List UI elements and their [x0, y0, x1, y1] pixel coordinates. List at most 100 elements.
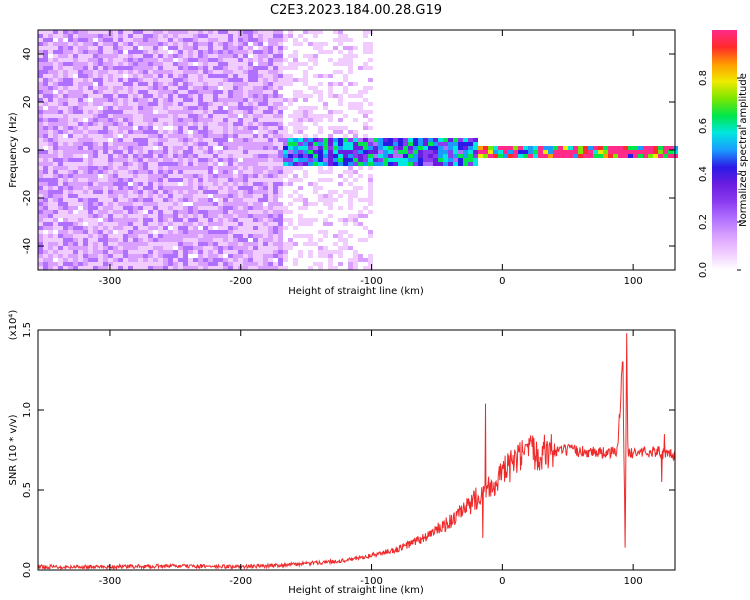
spectrogram-cell: [198, 114, 203, 118]
spectrogram-cell: [103, 190, 108, 194]
spectrogram-cell: [298, 218, 303, 222]
spectrogram-cell: [163, 102, 168, 106]
spectrogram-cell: [133, 250, 138, 254]
spectrogram-cell: [313, 150, 318, 154]
y-tick-label: -20: [22, 190, 33, 206]
spectrogram-cell: [243, 198, 248, 202]
spectrogram-cell: [238, 258, 243, 262]
spectrogram-cell: [63, 242, 68, 246]
spectrogram-cell: [173, 118, 178, 122]
spectrogram-cell: [248, 98, 253, 102]
spectrogram-cell: [343, 58, 348, 62]
spectrogram-cell: [348, 182, 353, 186]
spectrogram-cell: [298, 62, 303, 66]
spectrogram-cell: [343, 62, 348, 66]
spectrogram-cell: [333, 126, 338, 130]
spectrogram-cell: [273, 242, 278, 246]
spectrogram-cell: [193, 134, 198, 138]
spectrogram-cell: [248, 62, 253, 66]
spectrogram-cell: [38, 78, 43, 82]
spectrogram-cell: [38, 210, 43, 214]
spectrogram-cell: [248, 174, 253, 178]
spectrogram-cell: [133, 242, 138, 246]
spectrogram-cell: [258, 86, 263, 90]
spectrogram-cell: [193, 166, 198, 170]
spectrogram-cell: [73, 62, 78, 66]
spectrogram-cell: [278, 122, 283, 126]
spectrogram-cell: [338, 130, 343, 134]
spectrogram-cell: [368, 194, 373, 198]
spectrogram-cell: [58, 190, 63, 194]
spectrogram-cell: [198, 42, 203, 46]
spectrogram-cell: [93, 122, 98, 126]
spectrogram-cell: [68, 254, 73, 258]
spectrogram-cell: [133, 222, 138, 226]
spectrogram-cell: [268, 214, 273, 218]
spectrogram-cell: [288, 138, 293, 142]
spectrogram-cell: [233, 170, 238, 174]
spectrogram-cell: [48, 262, 53, 266]
spectrogram-cell: [508, 150, 513, 154]
spectrogram-cell: [43, 34, 48, 38]
spectrogram-cell: [103, 170, 108, 174]
spectrogram-cell: [53, 38, 58, 42]
spectrogram-cell: [178, 218, 183, 222]
spectrogram-cell: [58, 202, 63, 206]
spectrogram-cell: [273, 138, 278, 142]
spectrogram-cell: [543, 150, 548, 154]
spectrogram-cell: [203, 134, 208, 138]
spectrogram-cell: [73, 50, 78, 54]
spectrogram-cell: [243, 162, 248, 166]
spectrogram-cell: [218, 262, 223, 266]
spectrogram-cell: [348, 70, 353, 74]
spectrogram-cell: [143, 206, 148, 210]
spectrogram-cell: [213, 174, 218, 178]
spectrogram-cell: [93, 186, 98, 190]
spectrogram-cell: [83, 162, 88, 166]
spectrogram-cell: [228, 102, 233, 106]
spectrogram-cell: [553, 150, 558, 154]
spectrogram-cell: [78, 170, 83, 174]
spectrogram-cell: [413, 162, 418, 166]
spectrogram-cell: [403, 138, 408, 142]
spectrogram-cell: [303, 106, 308, 110]
spectrogram-cell: [588, 150, 593, 154]
spectrogram-cell: [368, 86, 373, 90]
spectrogram-cell: [138, 242, 143, 246]
spectrogram-cell: [68, 146, 73, 150]
spectrogram-cell: [138, 78, 143, 82]
spectrogram-cell: [198, 150, 203, 154]
spectrogram-cell: [193, 254, 198, 258]
spectrogram-cell: [288, 170, 293, 174]
spectrogram-cell: [263, 146, 268, 150]
spectrogram-cell: [128, 250, 133, 254]
spectrogram-cell: [223, 74, 228, 78]
spectrogram-cell: [273, 134, 278, 138]
spectrogram-cell: [483, 154, 488, 158]
spectrogram-cell: [263, 182, 268, 186]
spectrogram-cell: [118, 134, 123, 138]
spectrogram-cell: [253, 54, 258, 58]
spectrogram-cell: [248, 242, 253, 246]
spectrogram-cell: [363, 150, 368, 154]
spectrogram-cell: [258, 142, 263, 146]
spectrogram-cell: [353, 82, 358, 86]
spectrogram-cell: [293, 78, 298, 82]
spectrogram-cell: [163, 218, 168, 222]
spectrogram-cell: [153, 146, 158, 150]
spectrogram-cell: [118, 90, 123, 94]
spectrogram-cell: [108, 94, 113, 98]
spectrogram-cell: [283, 46, 288, 50]
spectrogram-cell: [83, 194, 88, 198]
spectrogram-cell: [48, 226, 53, 230]
spectrogram-cell: [98, 198, 103, 202]
spectrogram-cell: [208, 90, 213, 94]
spectrogram-cell: [348, 106, 353, 110]
spectrogram-cell: [98, 182, 103, 186]
spectrogram-cell: [48, 242, 53, 246]
spectrogram-cell: [273, 142, 278, 146]
spectrogram-cell: [243, 146, 248, 150]
spectrogram-cell: [208, 82, 213, 86]
spectrogram-cell: [248, 114, 253, 118]
spectrogram-cell: [128, 106, 133, 110]
